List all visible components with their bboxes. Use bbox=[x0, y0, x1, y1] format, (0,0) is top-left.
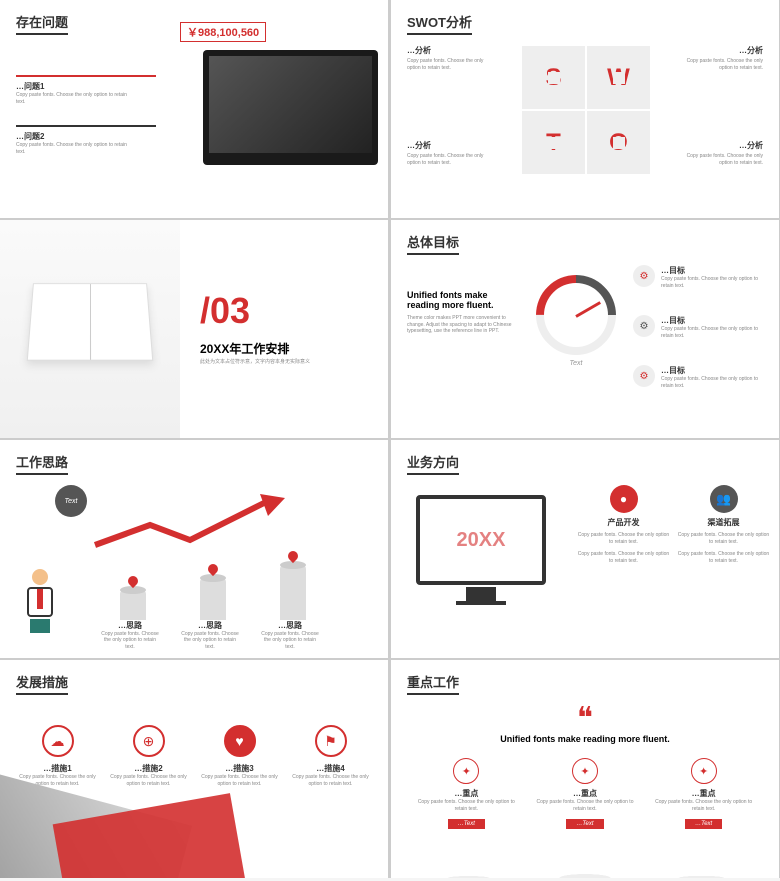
swot-w: W bbox=[587, 46, 650, 109]
swot-matrix: S W T O bbox=[521, 45, 651, 175]
slide-title: 工作思路 bbox=[16, 452, 68, 475]
swot-label-tr: …分析 Copy paste fonts. Choose the only op… bbox=[673, 45, 763, 71]
star-icon: ✦ bbox=[453, 758, 479, 784]
cylinder-1 bbox=[120, 590, 146, 620]
keywork-subtitle: Unified fonts make reading more fluent. bbox=[407, 734, 763, 744]
slide-goals: 总体目标 Unified fonts make reading more flu… bbox=[391, 220, 779, 438]
key-item-2: ✦ …重点 Copy paste fonts. Choose the only … bbox=[535, 758, 635, 830]
clouds-graphic bbox=[391, 848, 779, 878]
measure-2: ⊕ …措施2 Copy paste fonts. Choose the only… bbox=[107, 725, 190, 787]
business-col-1: ● 产品开发 Copy paste fonts. Choose the only… bbox=[576, 485, 671, 564]
section-number: /03 bbox=[200, 290, 250, 332]
goal-item-2: ⚙ …目标Copy paste fonts. Choose the only o… bbox=[633, 315, 763, 339]
trend-arrow-icon bbox=[90, 490, 290, 550]
text-button: …Text bbox=[566, 819, 603, 829]
section-photo bbox=[0, 220, 180, 438]
business-col-2: 👥 渠道拓展 Copy paste fonts. Choose the only… bbox=[676, 485, 771, 564]
notebook-graphic bbox=[27, 283, 154, 360]
pin-icon bbox=[206, 562, 220, 576]
problem-desc: Copy paste fonts. Choose the only option… bbox=[16, 142, 136, 155]
problem-desc: Copy paste fonts. Choose the only option… bbox=[16, 92, 136, 105]
swot-t: T bbox=[522, 111, 585, 174]
key-item-1: ✦ …重点 Copy paste fonts. Choose the only … bbox=[416, 758, 516, 830]
text-button: …Text bbox=[448, 819, 485, 829]
heart-icon: ♥ bbox=[224, 725, 256, 757]
swot-label-br: …分析 Copy paste fonts. Choose the only op… bbox=[673, 140, 763, 166]
slide-measures: 发展措施 ☁ …措施1 Copy paste fonts. Choose the… bbox=[0, 660, 388, 878]
swot-label-tl: …分析 Copy paste fonts. Choose the only op… bbox=[407, 45, 497, 71]
measures-row: ☁ …措施1 Copy paste fonts. Choose the only… bbox=[16, 725, 372, 787]
person-graphic bbox=[20, 569, 60, 633]
slide-section-03: /03 20XX年工作安排 此处为文本占位符示意，文字内容本身无实际意义 bbox=[0, 220, 388, 438]
slide-title: 存在问题 bbox=[16, 12, 68, 35]
cylinder-3 bbox=[280, 565, 306, 620]
slide-title: SWOT分析 bbox=[407, 12, 472, 35]
swot-o: O bbox=[587, 111, 650, 174]
measure-3: ♥ …措施3 Copy paste fonts. Choose the only… bbox=[198, 725, 281, 787]
cloud-icon: ☁ bbox=[42, 725, 74, 757]
slide-title: 业务方向 bbox=[407, 452, 459, 475]
section-desc: 此处为文本占位符示意，文字内容本身无实际意义 bbox=[200, 358, 310, 365]
gear-icon: ⚙ bbox=[633, 265, 655, 287]
slide-title: 发展措施 bbox=[16, 672, 68, 695]
lightbulb-icon: ● bbox=[610, 485, 638, 513]
key-item-3: ✦ …重点 Copy paste fonts. Choose the only … bbox=[654, 758, 754, 830]
people-icon: 👥 bbox=[710, 485, 738, 513]
plus-icon: ⊕ bbox=[133, 725, 165, 757]
pin-icon bbox=[286, 549, 300, 563]
amount-badge: ￥988,100,560 bbox=[180, 22, 266, 42]
slide-grid: 存在问题 ￥988,100,560 …问题1 Copy paste fonts.… bbox=[0, 0, 780, 878]
goal-item-1: ⚙ …目标Copy paste fonts. Choose the only o… bbox=[633, 265, 763, 289]
goals-desc: Theme color makes PPT more convenient to… bbox=[407, 315, 517, 335]
slide-title: 总体目标 bbox=[407, 232, 459, 255]
goals-headline: Unified fonts make reading more fluent. bbox=[407, 290, 517, 310]
measure-1: ☁ …措施1 Copy paste fonts. Choose the only… bbox=[16, 725, 99, 787]
slide-keywork: 重点工作 ❝ Unified fonts make reading more f… bbox=[391, 660, 779, 878]
goal-item-3: ⚙ …目标Copy paste fonts. Choose the only o… bbox=[633, 365, 763, 389]
idea-label-1: …思路Copy paste fonts. Choose the only opt… bbox=[100, 620, 160, 651]
quote-icon: ❝ bbox=[407, 711, 763, 726]
star-icon: ✦ bbox=[572, 758, 598, 784]
star-icon: ✦ bbox=[691, 758, 717, 784]
text-button: …Text bbox=[685, 819, 722, 829]
slide-title: 重点工作 bbox=[407, 672, 459, 695]
slide-swot: SWOT分析 S W T O …分析 Copy paste fonts. Cho… bbox=[391, 0, 779, 218]
swot-label-bl: …分析 Copy paste fonts. Choose the only op… bbox=[407, 140, 497, 166]
cylinder-2 bbox=[200, 578, 226, 620]
monitor-graphic: 20XX bbox=[416, 495, 546, 585]
pin-icon bbox=[126, 574, 140, 588]
flag-icon: ⚑ bbox=[315, 725, 347, 757]
slide-ideas: 工作思路 Text …思路Copy paste fonts. Choose th… bbox=[0, 440, 388, 658]
measure-4: ⚑ …措施4 Copy paste fonts. Choose the only… bbox=[289, 725, 372, 787]
gear-icon: ⚙ bbox=[633, 365, 655, 387]
swot-s: S bbox=[522, 46, 585, 109]
gear-icon: ⚙ bbox=[633, 315, 655, 337]
laptop-graphic bbox=[203, 50, 378, 165]
slide-problems: 存在问题 ￥988,100,560 …问题1 Copy paste fonts.… bbox=[0, 0, 388, 218]
section-title: 20XX年工作安排 bbox=[200, 340, 289, 357]
slide-business: 业务方向 20XX ● 产品开发 Copy paste fonts. Choos… bbox=[391, 440, 779, 658]
idea-label-2: …思路Copy paste fonts. Choose the only opt… bbox=[180, 620, 240, 651]
idea-label-3: …思路Copy paste fonts. Choose the only opt… bbox=[260, 620, 320, 651]
gauge-chart: Text bbox=[536, 275, 616, 355]
speech-balloon: Text bbox=[55, 485, 87, 517]
keywork-row: ✦ …重点 Copy paste fonts. Choose the only … bbox=[407, 758, 763, 830]
